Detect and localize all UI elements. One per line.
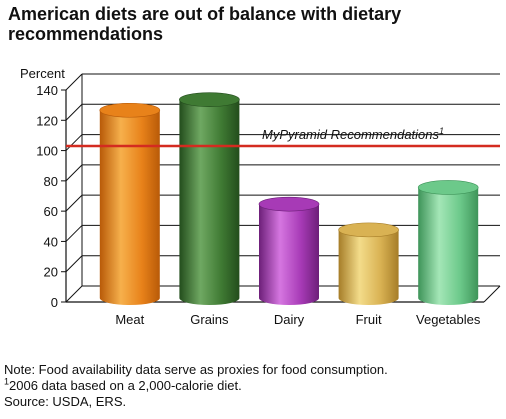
y-tick-label: 0 [51, 295, 58, 310]
y-tick-labels: 0 20 40 60 80 100 120 140 [36, 83, 58, 310]
footnote: 12006 data based on a 2,000-calorie diet… [4, 376, 504, 394]
y-tick-label: 120 [36, 113, 58, 128]
bar-top-grains [179, 92, 240, 107]
reference-line-footnote-mark: 1 [439, 126, 444, 136]
bar-fruit [338, 229, 399, 305]
reference-line-group: MyPyramid Recommendations1 [66, 126, 500, 148]
footnote-mark: 1 [4, 376, 10, 387]
x-tick-labels: Meat Grains Dairy Fruit Vegetables [115, 312, 481, 327]
source-text: Source: USDA, ERS. [4, 394, 127, 409]
gridline-diagonal [65, 225, 83, 242]
x-tick-label: Vegetables [416, 312, 481, 327]
bar-grains [179, 99, 240, 306]
bar-top-meat [99, 102, 161, 118]
x-tick-label: Grains [190, 312, 229, 327]
bars [99, 92, 479, 306]
gridline-diagonal [65, 103, 83, 121]
y-tick-label: 100 [36, 144, 58, 159]
x-tick-label: Dairy [274, 312, 305, 327]
gridline-diagonal [65, 134, 83, 151]
bar-top-vegetables [417, 180, 479, 195]
bar-chart: Percent 0 20 40 60 80 100 120 140 MyPyramid Rec… [20, 66, 501, 327]
gridline-diagonal [65, 164, 83, 182]
bar-meat [99, 110, 160, 305]
gridline-diagonal [65, 194, 83, 212]
x-tick-label: Fruit [356, 312, 382, 327]
y-tick-label: 20 [44, 265, 58, 280]
note-text: Note: Food availability data serve as pr… [4, 362, 388, 377]
gridline-diagonal [65, 73, 83, 91]
bar-vegetables [418, 187, 479, 305]
bar-top-fruit [338, 222, 399, 238]
reference-line-label: MyPyramid Recommendations1 [262, 126, 444, 142]
gridline-diagonal [65, 255, 83, 273]
x-tick-label: Meat [115, 312, 144, 327]
chart-title: American diets are out of balance with d… [8, 4, 402, 44]
y-axis-label: Percent [20, 66, 65, 81]
floor-edge [483, 285, 501, 303]
gridline-diagonal [65, 285, 83, 303]
y-tick-label: 140 [36, 83, 58, 98]
y-tick-label: 60 [44, 204, 58, 219]
y-tick-label: 80 [44, 174, 58, 189]
y-tick-label: 40 [44, 234, 58, 249]
notes: Note: Food availability data serve as pr… [4, 362, 504, 410]
bar-dairy [259, 204, 319, 305]
bar-top-dairy [258, 196, 320, 212]
footnote-text: 2006 data based on a 2,000-calorie diet. [9, 378, 242, 393]
